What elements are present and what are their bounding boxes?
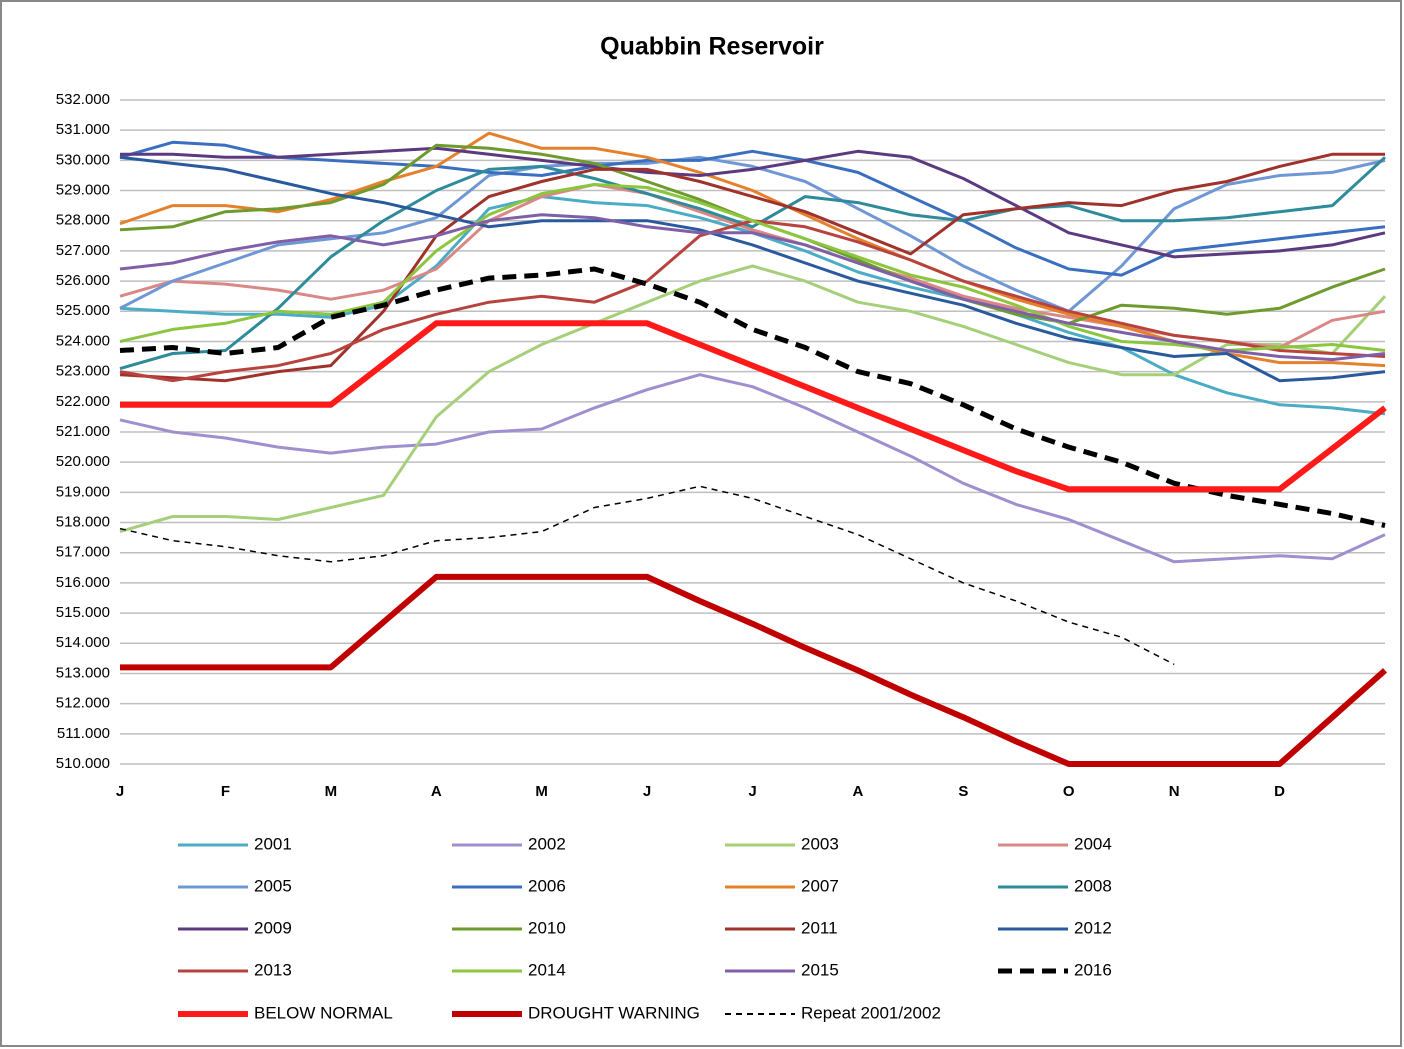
x-tick-label: F	[221, 783, 230, 800]
x-tick-label: J	[748, 783, 756, 800]
legend-label: 2007	[801, 876, 839, 895]
series-line	[119, 266, 1386, 529]
x-tick-label: N	[1169, 783, 1180, 800]
x-tick-label: D	[1274, 783, 1285, 800]
series-line	[119, 264, 1387, 534]
y-tick-label: 511.000	[57, 725, 110, 742]
x-tick-label: J	[643, 783, 651, 800]
series-line	[119, 373, 1386, 564]
series-line	[120, 146, 1386, 259]
legend-label: 2011	[801, 918, 838, 937]
legend-label: 2003	[801, 834, 839, 853]
legend-label: 2009	[254, 918, 292, 937]
legend-label: 2016	[1074, 960, 1112, 979]
y-tick-label: 525.000	[56, 302, 110, 319]
legend-label: 2015	[801, 960, 839, 979]
legend-label: Repeat 2001/2002	[801, 1003, 941, 1022]
y-tick-label: 515.000	[56, 604, 110, 621]
legend-label: 2008	[1074, 876, 1112, 895]
legend-label: 2001	[254, 834, 292, 853]
y-tick-label: 510.000	[56, 755, 110, 772]
legend-label: 2002	[528, 834, 566, 853]
y-tick-label: 527.000	[56, 242, 110, 259]
series-line	[119, 155, 1386, 313]
series-line	[119, 485, 1175, 666]
series-line	[120, 320, 1387, 493]
series-line	[119, 183, 1386, 352]
y-tick-label: 513.000	[56, 664, 110, 681]
y-tick-label: 521.000	[56, 423, 110, 440]
y-tick-label: 519.000	[56, 483, 110, 500]
x-tick-label: J	[116, 783, 124, 800]
x-tick-label: A	[852, 783, 863, 800]
legend-label: BELOW NORMAL	[254, 1003, 393, 1022]
chart-title: Quabbin Reservoir	[600, 33, 824, 61]
x-tick-label: M	[535, 783, 548, 800]
x-tick-label: A	[431, 783, 442, 800]
y-tick-label: 520.000	[56, 453, 110, 470]
series-line	[119, 152, 1385, 383]
y-tick-label: 514.000	[56, 634, 110, 651]
x-tick-label: M	[325, 783, 338, 800]
legend-label: 2004	[1074, 834, 1112, 853]
legend-label: DROUGHT WARNING	[528, 1003, 700, 1022]
y-tick-label: 531.000	[56, 121, 110, 138]
legend-label: 2014	[528, 960, 566, 979]
legend-label: 2005	[254, 876, 292, 895]
y-tick-label: 523.000	[56, 363, 110, 380]
y-tick-label: 516.000	[56, 574, 110, 591]
y-tick-label: 524.000	[56, 332, 110, 349]
y-tick-label: 522.000	[56, 393, 110, 410]
x-tick-label: S	[958, 783, 968, 800]
legend-label: 2006	[528, 876, 566, 895]
series-line	[119, 140, 1386, 277]
y-tick-label: 532.000	[56, 91, 110, 108]
series-line	[119, 156, 1387, 371]
legend-label: 2013	[254, 960, 292, 979]
legend-label: 2010	[528, 918, 566, 937]
x-tick-label: O	[1063, 783, 1075, 800]
y-tick-label: 526.000	[56, 272, 110, 289]
series-line	[120, 573, 1387, 767]
y-tick-label: 512.000	[56, 695, 110, 712]
series-line	[119, 155, 1386, 383]
y-tick-label: 517.000	[56, 544, 110, 561]
y-tick-label: 529.000	[56, 182, 110, 199]
legend-label: 2012	[1074, 918, 1112, 937]
y-tick-label: 528.000	[56, 212, 110, 229]
y-tick-label: 530.000	[56, 151, 110, 168]
series-line	[119, 213, 1386, 362]
y-tick-label: 518.000	[56, 514, 110, 531]
